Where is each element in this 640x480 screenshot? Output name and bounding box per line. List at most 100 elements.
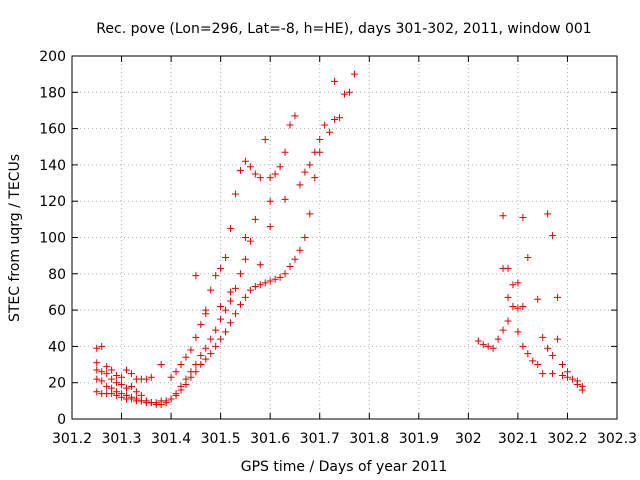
data-point	[98, 368, 106, 376]
data-point	[192, 361, 200, 369]
x-tick-label: 302.1	[498, 431, 538, 447]
data-point	[93, 375, 101, 383]
data-point	[212, 272, 220, 280]
x-tick-label: 302.2	[547, 431, 587, 447]
data-point	[281, 195, 289, 203]
data-point	[296, 246, 304, 254]
data-point	[167, 395, 175, 403]
data-point	[127, 382, 135, 390]
data-point	[212, 326, 220, 334]
data-point	[207, 335, 215, 343]
y-tick-label: 120	[39, 194, 66, 210]
data-point	[549, 370, 557, 378]
data-point	[479, 341, 487, 349]
data-point	[266, 277, 274, 285]
y-tick-label: 180	[39, 85, 66, 101]
data-point	[271, 275, 279, 283]
data-point	[549, 351, 557, 359]
y-tick-label: 0	[57, 412, 66, 428]
axis-ticks: 301.2 301.3 301.4 301.5 301.6 301.7 301.8 301.9…	[39, 49, 637, 447]
data-point	[336, 114, 344, 122]
data-point	[192, 333, 200, 341]
data-point	[157, 400, 165, 408]
data-point	[316, 135, 324, 143]
data-point	[514, 328, 522, 336]
data-point	[113, 379, 121, 387]
data-point	[232, 310, 239, 318]
data-point	[345, 88, 353, 96]
data-point	[311, 174, 319, 182]
data-point	[123, 384, 130, 392]
data-point	[306, 210, 314, 218]
data-point	[192, 272, 200, 280]
x-tick-label: 301.3	[101, 431, 141, 447]
data-point	[341, 90, 348, 98]
y-tick-label: 80	[48, 267, 66, 283]
data-point	[217, 264, 225, 272]
data-point	[147, 373, 155, 381]
data-point	[227, 224, 235, 232]
data-point	[93, 359, 101, 367]
data-point	[534, 361, 542, 369]
data-point	[207, 350, 215, 358]
data-point	[291, 112, 299, 120]
data-point	[98, 342, 106, 350]
data-point	[241, 234, 249, 241]
data-point	[167, 373, 175, 381]
data-point	[276, 273, 284, 281]
data-point	[331, 77, 339, 85]
data-point	[251, 215, 259, 223]
x-axis-label: GPS time / Days of year 2011	[241, 459, 448, 475]
data-point	[241, 255, 249, 263]
data-point	[222, 253, 230, 261]
x-tick-label: 301.6	[250, 431, 290, 447]
x-tick-label: 301.4	[151, 431, 191, 447]
data-point	[118, 393, 126, 401]
data-point	[504, 293, 512, 301]
data-point	[271, 170, 279, 178]
data-point	[108, 390, 116, 398]
y-tick-label: 140	[39, 158, 66, 174]
data-point	[261, 135, 269, 143]
data-point	[177, 361, 185, 369]
data-point	[172, 390, 180, 398]
data-point	[222, 328, 230, 336]
data-point	[217, 315, 225, 323]
data-point	[108, 375, 116, 383]
data-point	[519, 342, 527, 350]
data-point	[529, 357, 537, 365]
data-point	[108, 366, 116, 374]
x-tick-label: 302.3	[597, 431, 637, 447]
data-point	[554, 293, 562, 301]
data-point	[113, 371, 121, 379]
data-point	[142, 375, 150, 383]
data-point	[207, 286, 215, 294]
data-point	[331, 116, 339, 124]
data-point	[227, 288, 235, 296]
data-point	[227, 297, 235, 305]
data-point	[227, 319, 235, 327]
data-point	[187, 346, 195, 354]
data-points	[93, 70, 586, 408]
data-point	[539, 370, 547, 378]
data-point	[559, 371, 566, 379]
data-point	[524, 253, 532, 261]
y-tick-label: 40	[48, 339, 66, 355]
data-point	[98, 377, 106, 385]
data-point	[474, 337, 482, 345]
data-point	[246, 237, 254, 245]
data-point	[499, 264, 507, 272]
data-point	[251, 170, 259, 178]
data-point	[217, 335, 225, 343]
data-point	[276, 163, 284, 171]
data-point	[281, 270, 289, 278]
chart-title: Rec. pove (Lon=296, Lat=-8, h=HE), days …	[96, 21, 591, 37]
data-point	[544, 344, 552, 352]
data-point	[251, 283, 259, 291]
data-point	[539, 333, 547, 341]
data-point	[554, 335, 562, 343]
data-point	[127, 370, 135, 378]
data-point	[93, 344, 101, 352]
data-point	[123, 366, 130, 374]
data-point	[499, 326, 507, 334]
